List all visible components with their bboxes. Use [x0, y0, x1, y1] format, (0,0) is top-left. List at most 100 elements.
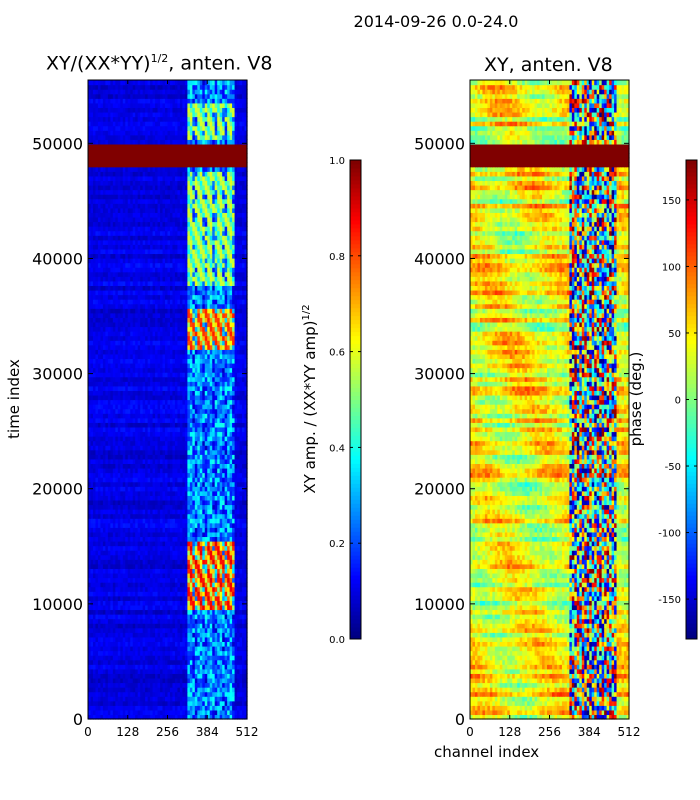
left-heat-cell — [90, 454, 94, 460]
left-heat-cell — [222, 696, 226, 702]
left-heat-cell — [242, 572, 246, 579]
left-heat-cell — [145, 554, 149, 560]
left-heat-cell — [125, 504, 129, 510]
left-heat-cell — [155, 422, 159, 428]
left-heat-cell — [207, 591, 211, 597]
left-heat-cell — [204, 463, 208, 469]
left-heat-cell — [90, 696, 94, 702]
left-heat-cell — [145, 572, 149, 579]
left-heat-cell — [92, 609, 97, 615]
left-heat-cell — [137, 536, 141, 542]
left-heat-cell — [147, 623, 151, 629]
left-heat-cell — [189, 436, 193, 442]
left-heat-cell — [167, 513, 171, 519]
left-heat-cell — [177, 586, 181, 592]
left-heat-cell — [90, 677, 94, 684]
left-heat-cell — [244, 673, 248, 679]
left-heat-cell — [155, 714, 159, 720]
left-heat-cell — [182, 550, 186, 556]
left-heat-cell — [110, 650, 114, 656]
left-heat-cell — [232, 568, 236, 574]
left-heat-cell — [105, 664, 109, 670]
left-heat-cell — [169, 691, 174, 697]
left-heat-cell — [160, 714, 164, 720]
left-heat-cell — [157, 472, 161, 478]
left-heat-cell — [147, 408, 151, 414]
left-heat-cell — [167, 426, 171, 433]
left-heat-cell — [90, 700, 94, 706]
left-heat-cell — [202, 550, 206, 556]
left-heat-cell — [145, 714, 149, 720]
left-heat-cell — [207, 467, 211, 474]
left-heat-cell — [209, 518, 213, 524]
left-heat-cell — [102, 408, 106, 414]
left-heat-cell — [189, 591, 193, 597]
left-heat-cell — [227, 422, 231, 428]
left-heat-cell — [162, 618, 166, 624]
left-heat-cell — [92, 486, 97, 492]
left-heat-cell — [189, 682, 193, 688]
left-heat-cell — [162, 636, 166, 642]
left-heat-cell — [184, 504, 188, 510]
left-heat-cell — [214, 609, 218, 615]
left-heat-cell — [174, 426, 179, 433]
left-heat-cell — [117, 609, 121, 615]
left-heat-cell — [97, 650, 102, 656]
left-heat-cell — [132, 591, 136, 597]
left-heat-cell — [234, 572, 238, 579]
left-heat-cell — [165, 481, 169, 487]
left-heat-cell — [172, 609, 176, 615]
left-heat-cell — [147, 641, 151, 647]
left-heat-cell — [155, 509, 159, 515]
left-heat-cell — [242, 454, 246, 460]
left-heat-cell — [187, 700, 191, 706]
left-heat-cell — [102, 568, 106, 574]
left-heat-cell — [202, 440, 206, 446]
left-heat-cell — [122, 522, 126, 528]
left-heat-cell — [204, 627, 208, 633]
left-heat-cell — [142, 668, 146, 674]
left-heat-cell — [244, 623, 248, 629]
left-heat-cell — [155, 673, 159, 679]
left-heat-cell — [117, 582, 121, 588]
left-heat-cell — [184, 422, 188, 428]
left-heat-cell — [152, 499, 156, 506]
left-heat-cell — [202, 586, 206, 592]
left-heat-cell — [207, 518, 211, 524]
left-heat-cell — [182, 632, 186, 638]
left-heat-cell — [182, 431, 186, 437]
left-heat-cell — [187, 632, 191, 638]
left-heat-cell — [92, 536, 97, 542]
left-heat-cell — [102, 604, 106, 611]
left-heat-cell — [184, 440, 188, 446]
left-heat-cell — [219, 550, 223, 556]
left-heat-cell — [177, 513, 181, 519]
left-heat-cell — [120, 572, 124, 579]
left-heat-cell — [244, 691, 248, 697]
figure-suptitle: 2014-09-26 0.0-24.0 — [353, 12, 519, 31]
left-heat-cell — [120, 632, 124, 638]
left-heat-cell — [184, 691, 188, 697]
left-heat-cell — [90, 495, 94, 501]
left-heat-cell — [100, 481, 104, 487]
left-heat-cell — [132, 413, 136, 419]
left-heat-cell — [160, 522, 164, 528]
left-heat-cell — [95, 513, 99, 519]
left-heat-cell — [182, 495, 186, 501]
left-heat-cell — [102, 705, 106, 711]
left-heat-cell — [120, 614, 124, 620]
left-heat-cell — [105, 691, 109, 697]
left-heat-cell — [92, 527, 97, 533]
left-heat-cell — [169, 499, 174, 506]
left-heat-cell — [107, 614, 111, 620]
left-heat-cell — [137, 518, 141, 524]
left-heat-cell — [122, 527, 126, 533]
left-heat-cell — [152, 477, 156, 483]
left-heat-cell — [172, 700, 176, 706]
left-heat-cell — [105, 696, 109, 702]
left-heat-cell — [132, 545, 136, 551]
left-heat-cell — [192, 509, 196, 515]
left-heat-cell — [224, 691, 228, 697]
left-heat-cell — [217, 636, 221, 642]
left-heat-cell — [112, 645, 116, 652]
